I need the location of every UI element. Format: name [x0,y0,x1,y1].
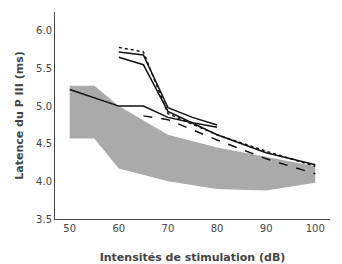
svg-text:4.0: 4.0 [36,176,52,187]
svg-text:5.0: 5.0 [36,101,52,112]
svg-text:90: 90 [260,223,273,234]
svg-text:50: 50 [63,223,76,234]
svg-text:100: 100 [306,223,325,234]
svg-text:6.0: 6.0 [36,25,52,36]
svg-text:Intensités de stimulation (dB): Intensités de stimulation (dB) [100,251,286,264]
svg-text:Latence du P III (ms): Latence du P III (ms) [13,51,26,179]
svg-text:80: 80 [211,223,224,234]
svg-text:60: 60 [112,223,125,234]
svg-text:3.5: 3.5 [36,214,52,225]
svg-text:5.5: 5.5 [36,63,52,74]
svg-text:70: 70 [162,223,175,234]
svg-text:4.5: 4.5 [36,138,52,149]
